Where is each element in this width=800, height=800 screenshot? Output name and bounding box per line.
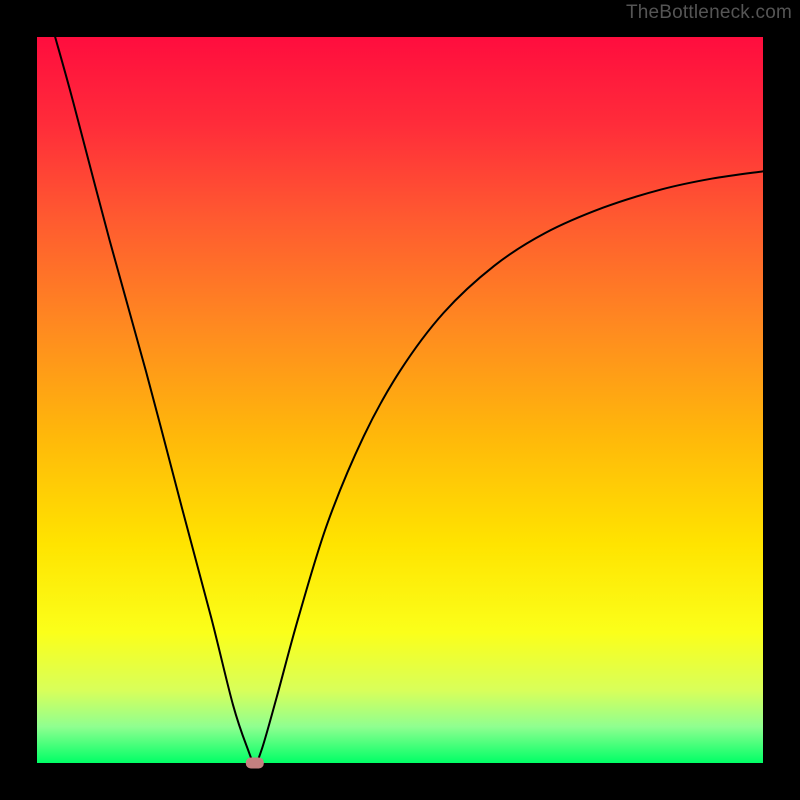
minimum-marker [246,758,264,769]
bottleneck-curve-chart [0,0,800,800]
plot-background-gradient [37,37,763,763]
chart-container: TheBottleneck.com [0,0,800,800]
watermark-text: TheBottleneck.com [626,2,792,24]
